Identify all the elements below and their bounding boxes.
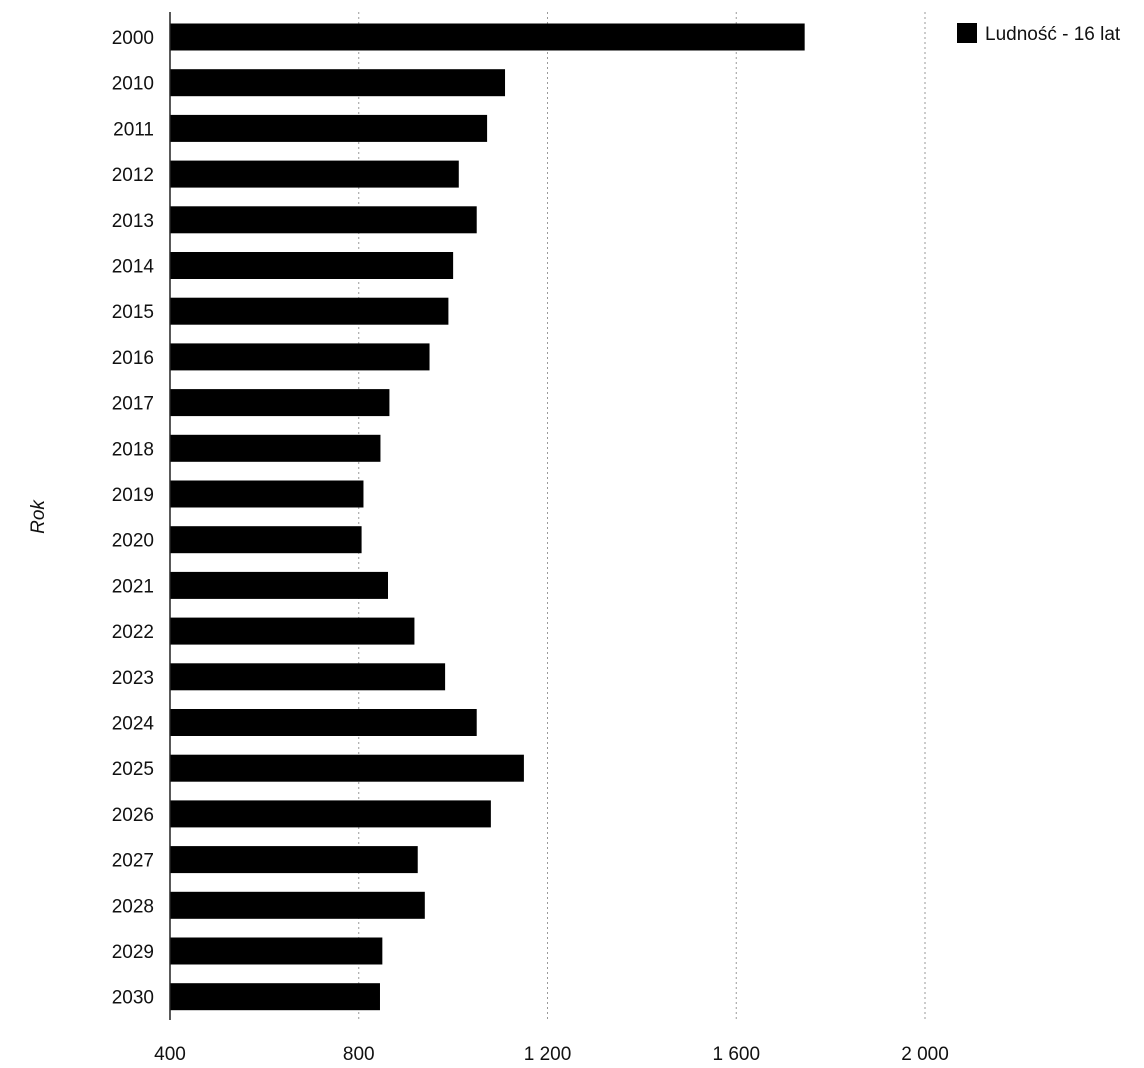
category-label-2014: 2014 [112,257,155,278]
category-label-2010: 2010 [112,74,154,95]
category-label-2022: 2022 [112,622,154,643]
x-tick-label: 1 600 [712,1044,760,1065]
category-label-2028: 2028 [112,896,154,917]
category-label-2015: 2015 [112,302,154,323]
category-label-2018: 2018 [112,439,154,460]
bar-2028[interactable] [170,891,425,919]
bars [170,23,805,1011]
category-label-2025: 2025 [112,759,154,780]
bar-2022[interactable] [170,617,415,645]
category-label-2019: 2019 [112,485,154,506]
x-tick-label: 1 200 [524,1044,572,1065]
bar-2019[interactable] [170,480,364,508]
bar-2025[interactable] [170,754,524,782]
bar-2014[interactable] [170,252,454,279]
category-label-2017: 2017 [112,394,154,415]
bar-2016[interactable] [170,343,430,371]
bar-2015[interactable] [170,297,449,325]
category-labels: 2000 2010 2011 2012 2013 2014 2015 2016 2017 2018… [112,28,155,1009]
bar-2021[interactable] [170,571,389,599]
category-label-2016: 2016 [112,348,154,369]
bar-2020[interactable] [170,526,362,554]
category-label-2023: 2023 [112,668,154,689]
x-tick-label: 400 [154,1044,186,1065]
y-axis-title: Rok [28,499,49,534]
category-label-2021: 2021 [112,576,154,597]
bar-2013[interactable] [170,206,477,234]
bar-2030[interactable] [170,983,380,1011]
bar-2012[interactable] [170,160,459,188]
category-label-2030: 2030 [112,988,154,1009]
legend[interactable]: Ludność - 16 lat [957,23,1121,45]
category-label-2000: 2000 [112,28,154,49]
bar-2000[interactable] [170,23,805,51]
legend-label: Ludność - 16 lat [985,24,1121,45]
category-label-2012: 2012 [112,165,154,186]
x-tick-labels: 400 800 1 200 1 600 2 000 [154,1044,949,1065]
category-label-2024: 2024 [112,714,155,735]
bar-2027[interactable] [170,846,418,874]
x-tick-label: 800 [343,1044,375,1065]
category-label-2029: 2029 [112,942,154,963]
legend-swatch [957,23,977,43]
category-label-2013: 2013 [112,211,154,232]
bar-2011[interactable] [170,114,488,142]
x-tick-label: 2 000 [901,1044,949,1065]
category-label-2027: 2027 [112,851,154,872]
bar-2029[interactable] [170,937,383,965]
bar-2010[interactable] [170,69,506,97]
bar-2026[interactable] [170,800,491,828]
bar-2024[interactable] [170,709,477,736]
bar-2018[interactable] [170,434,381,462]
category-label-2026: 2026 [112,805,154,826]
bar-2023[interactable] [170,663,446,691]
bar-2017[interactable] [170,389,390,417]
category-label-2020: 2020 [112,531,154,552]
category-label-2011: 2011 [113,119,154,140]
